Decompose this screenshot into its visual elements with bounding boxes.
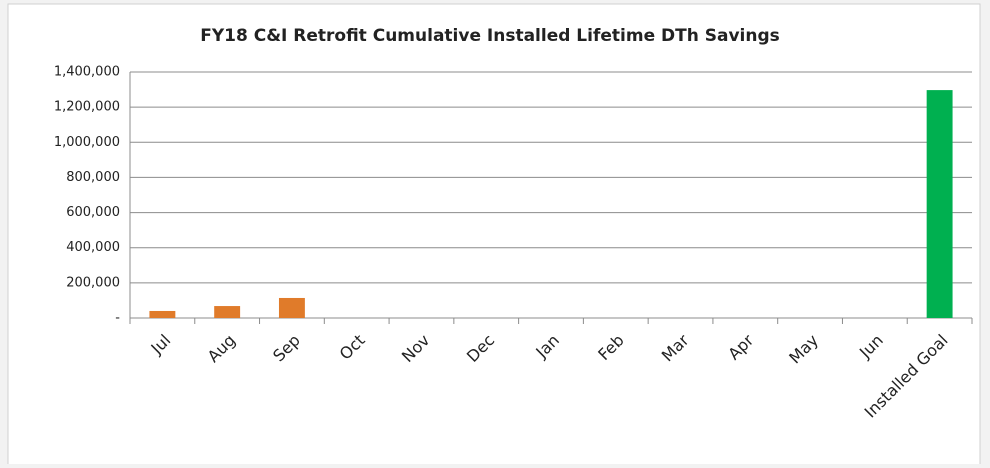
y-tick-label: 1,000,000 xyxy=(54,135,120,150)
bar xyxy=(926,90,953,318)
y-tick-label: 1,400,000 xyxy=(54,65,120,80)
bar xyxy=(278,297,305,318)
y-tick-label: 800,000 xyxy=(66,170,120,185)
y-tick-label: 400,000 xyxy=(66,240,120,255)
y-tick-label: 1,200,000 xyxy=(54,100,120,115)
y-tick-label: 200,000 xyxy=(66,275,120,290)
y-tick-label: 600,000 xyxy=(66,205,120,220)
chart-title: FY18 C&I Retrofit Cumulative Installed L… xyxy=(200,26,780,46)
chart-frame xyxy=(7,3,981,467)
y-tick-label: - xyxy=(115,311,120,326)
bar xyxy=(214,306,241,318)
bar xyxy=(149,310,176,318)
